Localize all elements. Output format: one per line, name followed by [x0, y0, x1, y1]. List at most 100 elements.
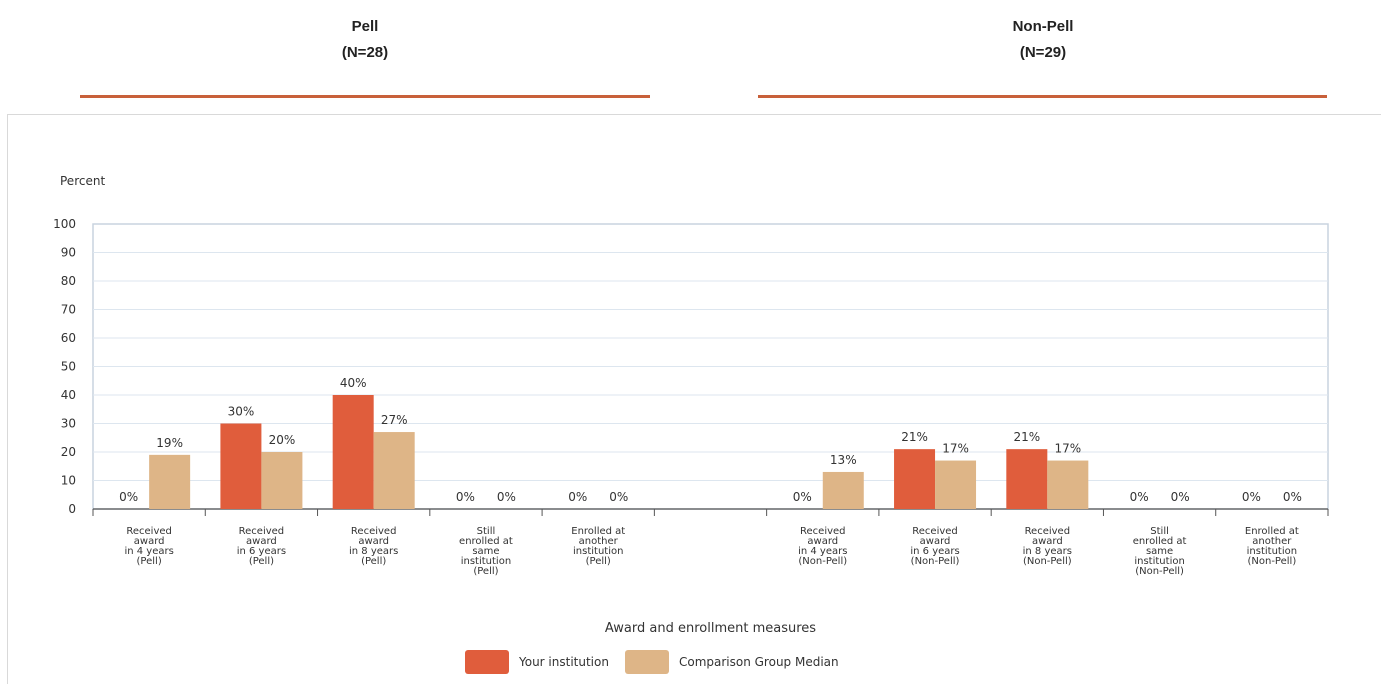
nonpell-group-title: Non-Pell	[1012, 18, 1074, 35]
data-label: 21%	[1013, 430, 1040, 444]
x-tick-label: institution	[573, 546, 623, 557]
y-tick-label: 40	[61, 388, 76, 402]
x-tick-label: Received	[239, 526, 285, 537]
data-label: 0%	[609, 490, 628, 504]
x-tick-label: in 8 years	[1023, 546, 1072, 557]
x-tick-label: in 8 years	[349, 546, 398, 557]
x-tick-label: in 4 years	[124, 546, 173, 557]
data-label: 0%	[1171, 490, 1190, 504]
x-tick-label: (Non-Pell)	[911, 556, 960, 567]
x-tick-label: same	[472, 546, 499, 557]
legend-label-comparison: Comparison Group Median	[678, 655, 839, 669]
x-tick-label: Received	[912, 526, 958, 537]
data-label: 0%	[568, 490, 587, 504]
y-tick-label: 50	[61, 360, 76, 374]
nonpell-group-count: (N=29)	[1019, 44, 1067, 61]
bar-comparison	[261, 452, 303, 509]
y-tick-label: 60	[61, 331, 76, 345]
y-tick-label: 100	[53, 217, 76, 231]
data-label: 0%	[1130, 490, 1149, 504]
x-tick-label: (Pell)	[249, 556, 274, 567]
x-tick-label: in 6 years	[910, 546, 959, 557]
x-tick-label: (Pell)	[473, 566, 498, 577]
bar-comparison	[1047, 460, 1089, 509]
x-tick-label: award	[134, 536, 165, 547]
y-axis-label: Percent	[60, 174, 105, 188]
nonpell-group-divider	[758, 95, 1327, 98]
x-tick-label: Received	[351, 526, 397, 537]
x-tick-label: (Non-Pell)	[798, 556, 847, 567]
pell-group-divider	[80, 95, 650, 98]
x-tick-label: enrolled at	[1133, 536, 1187, 547]
x-tick-label: Enrolled at	[571, 526, 625, 537]
x-tick-label: Enrolled at	[1245, 526, 1299, 537]
x-tick-label: award	[246, 536, 277, 547]
x-tick-label: award	[1032, 536, 1063, 547]
chart-legend: Your institution Comparison Group Median	[465, 649, 855, 675]
y-tick-label: 20	[61, 445, 76, 459]
bar-comparison	[373, 432, 415, 509]
legend-label-your-institution: Your institution	[519, 655, 609, 669]
y-tick-label: 10	[61, 474, 76, 488]
x-tick-label: institution	[461, 556, 511, 567]
bar-comparison	[149, 454, 191, 509]
chart-panel	[7, 114, 1381, 684]
x-tick-label: Still	[1150, 526, 1169, 537]
data-label: 30%	[228, 405, 255, 419]
y-tick-label: 30	[61, 417, 76, 431]
data-label: 0%	[1283, 490, 1302, 504]
x-tick-label: in 6 years	[237, 546, 286, 557]
data-label: 13%	[830, 453, 857, 467]
x-tick-label: (Pell)	[361, 556, 386, 567]
data-label: 0%	[456, 490, 475, 504]
y-tick-label: 0	[68, 502, 76, 516]
x-tick-label: (Non-Pell)	[1247, 556, 1296, 567]
bar-your-institution	[332, 395, 374, 509]
x-tick-label: institution	[1134, 556, 1184, 567]
x-tick-label: same	[1146, 546, 1173, 557]
x-tick-label: (Pell)	[586, 556, 611, 567]
x-tick-label: institution	[1247, 546, 1297, 557]
x-tick-label: Received	[126, 526, 172, 537]
data-label: 27%	[381, 413, 408, 427]
x-tick-label: Received	[1025, 526, 1071, 537]
x-tick-label: award	[920, 536, 951, 547]
bar-comparison	[822, 471, 864, 509]
x-tick-label: Still	[477, 526, 496, 537]
data-label: 0%	[119, 490, 138, 504]
x-tick-label: enrolled at	[459, 536, 513, 547]
pell-group-header: Pell (N=28)	[80, 14, 650, 66]
data-label: 0%	[497, 490, 516, 504]
bar-comparison	[935, 460, 977, 509]
bar-your-institution	[220, 423, 262, 509]
legend-item-your-institution[interactable]: Your institution	[465, 650, 609, 674]
data-label: 0%	[1242, 490, 1261, 504]
x-tick-label: another	[579, 536, 619, 547]
x-tick-label: (Non-Pell)	[1023, 556, 1072, 567]
data-label: 19%	[156, 436, 183, 450]
legend-swatch-your-institution	[465, 650, 509, 674]
x-tick-label: in 4 years	[798, 546, 847, 557]
x-tick-label: Received	[800, 526, 846, 537]
pell-group-count: (N=28)	[341, 44, 389, 61]
data-label: 0%	[793, 490, 812, 504]
data-label: 17%	[942, 442, 969, 456]
x-tick-label: (Pell)	[137, 556, 162, 567]
bar-your-institution	[1006, 449, 1048, 509]
data-label: 21%	[901, 430, 928, 444]
y-tick-label: 90	[61, 246, 76, 260]
x-tick-label: another	[1252, 536, 1292, 547]
y-tick-label: 80	[61, 274, 76, 288]
legend-item-comparison[interactable]: Comparison Group Median	[624, 650, 839, 674]
y-tick-label: 70	[61, 303, 76, 317]
x-tick-label: (Non-Pell)	[1135, 566, 1184, 577]
x-tick-label: award	[358, 536, 389, 547]
data-label: 20%	[269, 433, 296, 447]
bar-your-institution	[894, 449, 936, 509]
x-axis-label: Award and enrollment measures	[605, 621, 816, 636]
nonpell-group-header: Non-Pell (N=29)	[758, 14, 1328, 66]
data-label: 17%	[1054, 442, 1081, 456]
x-tick-label: award	[807, 536, 838, 547]
pell-group-title: Pell	[351, 18, 379, 35]
